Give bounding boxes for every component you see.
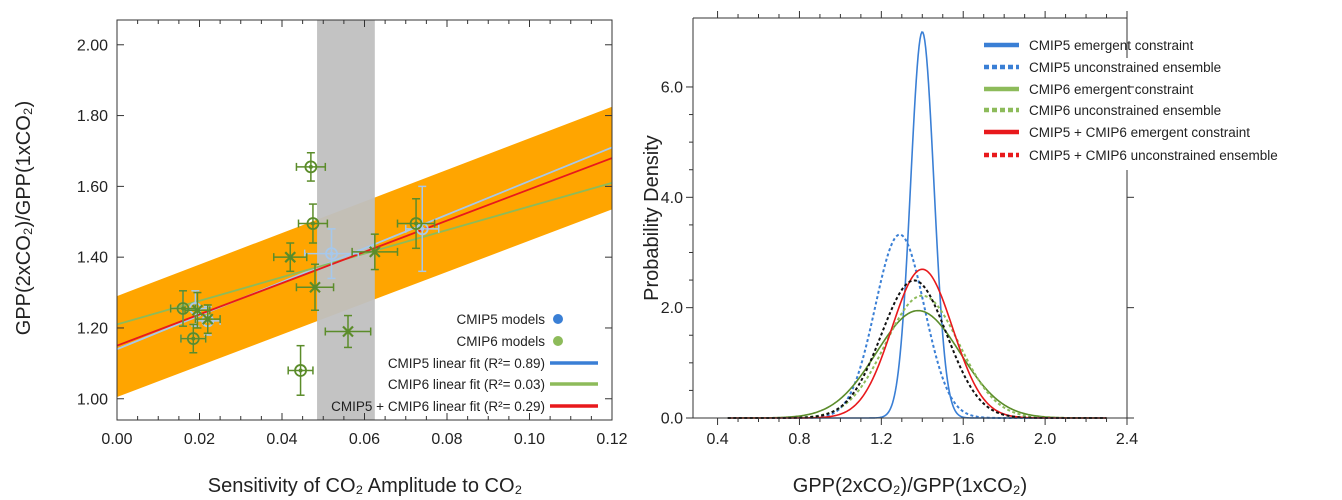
cmip6-model-point: [273, 242, 308, 273]
right-x-tick-label: 1.6: [952, 431, 974, 448]
left-legend-label: CMIP5 models: [456, 312, 545, 327]
circle-marker-center: [308, 164, 313, 169]
cmip6-model-point: [396, 198, 436, 250]
cmip6-model-point: [324, 314, 372, 349]
left-scatter-panel: 0.00 0.02 0.04 0.06 0.08 0.10 0.12 1.00 1.20 1.40…: [13, 19, 628, 497]
right-y-tick-label: 2.0: [661, 300, 683, 317]
right-legend-label: CMIP6 emergent constraint: [1029, 82, 1194, 97]
left-legend-label: CMIP5 linear fit (R²= 0.89): [388, 356, 545, 371]
left-x-axis-label: Sensitivity of CO₂ Amplitude to CO₂: [208, 475, 523, 497]
right-x-tick-label: 2.4: [1116, 431, 1138, 448]
combined-constrained-curve: [727, 268, 1107, 419]
right-legend-label: CMIP5 + CMIP6 unconstrained ensemble: [1029, 148, 1278, 163]
right-axes: [686, 11, 1134, 425]
left-x-tick-label: 0.02: [184, 431, 215, 448]
cmip6-model-point: [297, 203, 329, 244]
right-x-tick-label: 2.0: [1034, 431, 1056, 448]
circle-marker: [409, 217, 423, 230]
cmip5-unconstrained-curve: [727, 233, 1107, 419]
circle-marker-center: [414, 221, 419, 226]
left-y-tick-label: 1.00: [77, 391, 108, 408]
right-legend: CMIP5 emergent constraint CMIP5 unconstra…: [984, 38, 1278, 163]
observation-range-bar: [317, 20, 375, 420]
right-tick-labels: 0.4 0.8 1.2 1.6 2.0 2.4 0.0 2.0 4.0 6.0: [661, 79, 1138, 448]
left-y-tick-label: 1.80: [77, 108, 108, 125]
model-points-layer: [169, 151, 440, 396]
cmip6-unconstrained-curve: [727, 294, 1107, 419]
left-x-tick-label: 0.06: [349, 431, 380, 448]
right-density-panel: 0.4 0.8 1.2 1.6 2.0 2.4 0.0 2.0 4.0 6.0 CMIP5 eme…: [641, 11, 1278, 497]
right-y-tick-label: 4.0: [661, 190, 683, 207]
left-y-tick-label: 2.00: [77, 37, 108, 54]
left-legend-label: CMIP6 linear fit (R²= 0.03): [388, 377, 545, 392]
left-y-tick-label: 1.20: [77, 320, 108, 337]
cross-marker: [369, 246, 381, 258]
right-y-tick-label: 0.0: [661, 411, 683, 428]
cmip6-model-point: [287, 344, 314, 396]
cmip5-model-point: [303, 228, 360, 280]
cross-marker: [201, 313, 214, 325]
right-x-axis-label: GPP(2xCO₂)/GPP(1xCO₂): [793, 475, 1027, 497]
left-y-axis-label: GPP(2xCO₂)/GPP(1xCO₂): [13, 101, 35, 335]
left-y-tick-label: 1.40: [77, 250, 108, 267]
cmip6-model-point: [295, 263, 335, 312]
right-x-tick-label: 1.2: [870, 431, 892, 448]
circle-marker: [176, 302, 190, 315]
left-x-tick-label: 0.00: [101, 431, 132, 448]
cmip6-constrained-curve: [727, 309, 1107, 419]
circle-marker-center: [310, 221, 315, 226]
left-axes: [116, 19, 613, 421]
left-y-tick-label: 1.60: [77, 179, 108, 196]
right-legend-label: CMIP5 unconstrained ensemble: [1029, 60, 1221, 75]
right-legend-label: CMIP5 + CMIP6 emergent constraint: [1029, 125, 1250, 140]
left-legend-dot: [553, 314, 563, 324]
circle-marker: [294, 364, 307, 377]
left-legend-dot: [553, 336, 563, 346]
cross-marker: [284, 251, 297, 263]
cross-marker: [191, 304, 204, 317]
circle-marker-center: [298, 368, 303, 373]
right-x-tick-label: 0.8: [788, 431, 810, 448]
left-legend-label: CMIP5 + CMIP6 linear fit (R²= 0.29): [331, 399, 545, 414]
right-x-tick-label: 0.4: [706, 431, 728, 448]
circle-marker: [304, 160, 318, 174]
circle-marker: [186, 332, 200, 345]
right-y-tick-label: 6.0: [661, 79, 683, 96]
cmip5-model-point: [405, 185, 440, 273]
circle-marker-center: [181, 306, 185, 311]
left-x-tick-label: 0.04: [266, 431, 297, 448]
cross-marker: [342, 325, 354, 338]
left-legend-label: CMIP6 models: [456, 334, 545, 349]
combined-unconstrained-curve: [727, 279, 1107, 419]
left-x-tick-label: 0.12: [596, 431, 627, 448]
cmip6-model-point: [351, 233, 399, 271]
left-tick-labels: 0.00 0.02 0.04 0.06 0.08 0.10 0.12 1.00 1.20 1.40…: [77, 37, 628, 448]
observation-range-layer: [317, 20, 375, 420]
circle-marker-center: [420, 226, 425, 231]
cmip6-model-point: [194, 304, 221, 335]
left-x-tick-label: 0.08: [431, 431, 462, 448]
circle-marker-center: [191, 336, 196, 341]
cmip6-model-point: [184, 291, 211, 329]
left-legend: CMIP5 models CMIP6 models CMIP5 linear fit…: [331, 312, 598, 414]
right-y-axis-label: Probability Density: [641, 135, 663, 301]
circle-marker-center: [329, 251, 334, 256]
right-legend-label: CMIP5 emergent constraint: [1029, 38, 1194, 53]
circle-marker: [325, 247, 338, 261]
cmip6-model-point: [169, 290, 197, 327]
circle-marker: [306, 217, 320, 230]
cmip6-fit-line: [116, 181, 613, 326]
cmip5-fit-line: [116, 146, 613, 351]
left-x-tick-label: 0.10: [514, 431, 545, 448]
cmip6-model-point: [180, 323, 207, 354]
right-legend-label: CMIP6 unconstrained ensemble: [1029, 103, 1221, 118]
cmip6-model-point: [295, 151, 327, 182]
cross-marker: [309, 281, 321, 294]
